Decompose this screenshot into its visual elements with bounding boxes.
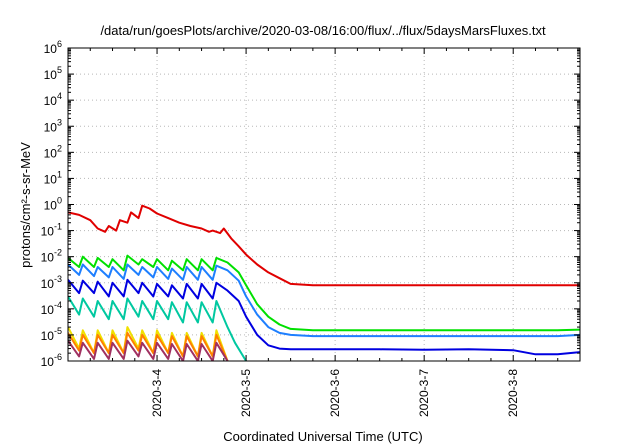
series-line-8	[68, 339, 229, 361]
y-tick-label: 10-1	[41, 222, 62, 239]
y-tick-label: 106	[44, 39, 62, 56]
y-tick-label: 10-4	[41, 300, 62, 317]
x-tick-label: 2020-3-7	[417, 369, 431, 417]
y-tick-label: 101	[44, 169, 62, 186]
y-tick-label: 10-3	[41, 274, 62, 291]
y-tick-label: 105	[44, 65, 62, 82]
y-tick-label: 10-5	[41, 326, 62, 343]
x-tick-label: 2020-3-6	[328, 369, 342, 417]
axis-ticks	[67, 47, 581, 362]
y-axis-title: protons/cm²-s-sr-MeV	[18, 142, 33, 268]
series-line-2	[68, 254, 580, 332]
series-line-4	[68, 278, 580, 356]
x-axis-title: Coordinated Universal Time (UTC)	[223, 429, 422, 444]
y-tick-label: 104	[44, 91, 62, 108]
series-layer	[68, 204, 580, 361]
y-tick-label: 103	[44, 117, 62, 134]
x-tick-label: 2020-3-5	[239, 369, 253, 417]
series-line-5	[68, 295, 247, 361]
y-tick-label: 102	[44, 143, 62, 160]
y-tick-labels: 10-6 10-5 10-4 10-3 10-2 10-1 100 101 102 103 104 1…	[41, 39, 62, 369]
series-line-1	[68, 204, 580, 287]
series-line-3	[68, 263, 580, 338]
x-tick-label: 2020-3-4	[150, 369, 164, 417]
y-tick-label: 10-2	[41, 248, 62, 265]
series-line-7	[68, 331, 229, 361]
y-tick-label: 100	[44, 196, 62, 213]
chart-title: /data/run/goesPlots/archive/2020-03-08/1…	[100, 23, 546, 38]
grid-lines	[68, 48, 580, 361]
x-tick-labels: 2020-3-4 2020-3-5 2020-3-6 2020-3-7 2020-3-8	[150, 369, 520, 417]
y-tick-label: 10-6	[41, 352, 62, 369]
x-tick-label: 2020-3-8	[506, 369, 520, 417]
